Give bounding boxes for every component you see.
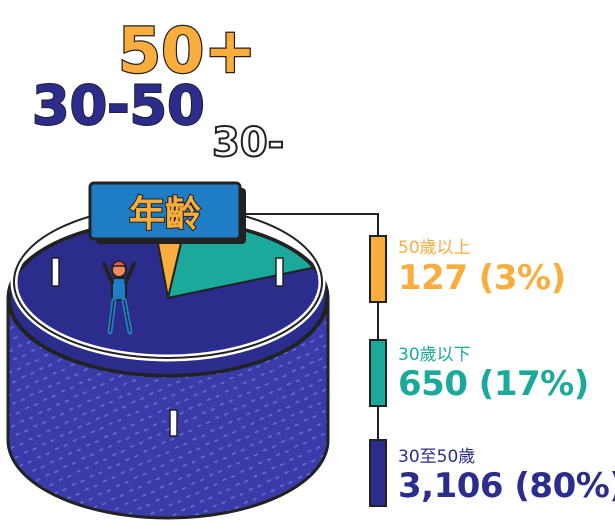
legend-bars xyxy=(369,235,387,507)
title-badge: 年齡 xyxy=(88,181,246,244)
legend-bar-under-30 xyxy=(369,339,387,407)
legend-label-under-30: 30歲以下 xyxy=(398,345,471,365)
legend-label-50-plus: 50歲以上 xyxy=(398,238,471,258)
legend-bar-30-to-50 xyxy=(369,439,387,507)
pie-slices xyxy=(9,220,327,376)
legend-value-50-plus: 127 (3%) xyxy=(398,258,566,298)
title-badge-label: 年齡 xyxy=(129,194,201,235)
decor-label-30-minus: 30- xyxy=(212,120,284,166)
cylinder-pool xyxy=(6,202,330,520)
decor-label-30-50: 30-50 xyxy=(32,74,205,137)
connector-line xyxy=(240,213,379,505)
legend-bar-50-plus xyxy=(369,235,387,303)
legend-value-under-30: 650 (17%) xyxy=(398,364,589,404)
pie-slice-30-to-50 xyxy=(9,220,327,376)
legend-label-30-to-50: 30至50歲 xyxy=(398,447,476,467)
decor-label-50-plus: 50+ xyxy=(118,14,256,87)
legend-value-30-to-50: 3,106 (80%) xyxy=(398,466,615,506)
worker-figure-icon xyxy=(102,260,136,335)
